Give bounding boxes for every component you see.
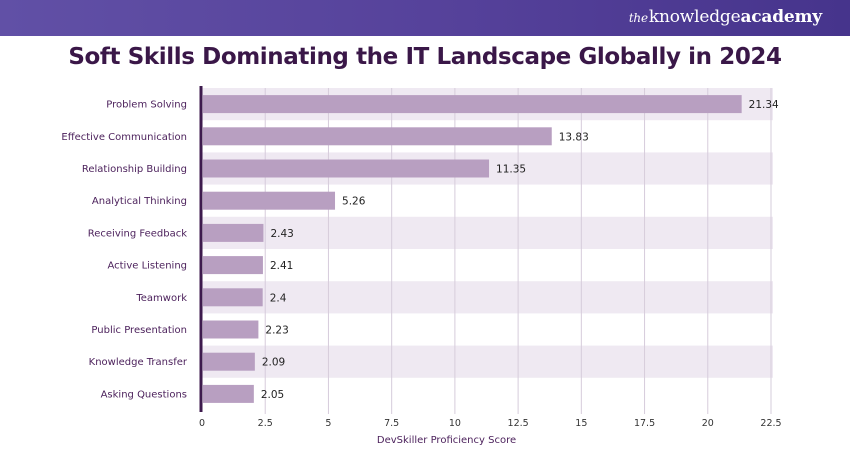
category-label: Analytical Thinking — [92, 196, 187, 207]
category-label: Teamwork — [135, 293, 187, 304]
value-label: 2.43 — [270, 228, 293, 240]
category-label: Active Listening — [107, 261, 187, 272]
brand-logo-knowledge: knowledge — [648, 7, 741, 27]
category-label: Knowledge Transfer — [89, 357, 188, 368]
value-label: 2.09 — [262, 357, 285, 369]
row-band — [202, 216, 773, 249]
bar — [203, 256, 263, 275]
bar — [203, 191, 336, 210]
brand-logo: theknowledgeacademy — [629, 7, 822, 27]
value-labels: 21.34 13.83 11.35 5.26 2.43 2.41 2.4 2.23 2.09 2.… — [261, 99, 779, 401]
category-labels: Problem Solving Effective Communication Re… — [61, 100, 188, 401]
x-tick-label: 15 — [575, 418, 587, 429]
bar — [203, 223, 264, 242]
category-label: Problem Solving — [106, 100, 187, 111]
category-label: Relationship Building — [82, 164, 187, 175]
x-tick-label: 10 — [449, 418, 461, 429]
x-tick-label: 22.5 — [760, 418, 781, 429]
value-label: 21.34 — [749, 99, 779, 111]
value-label: 5.26 — [342, 196, 366, 208]
x-tick-label: 12.5 — [508, 418, 529, 429]
value-label: 11.35 — [496, 164, 526, 176]
category-label: Public Presentation — [91, 325, 187, 336]
x-tick-label: 7.5 — [384, 418, 399, 429]
x-tick-label: 0 — [199, 418, 205, 429]
bar — [203, 127, 552, 146]
category-label: Effective Communication — [61, 132, 187, 143]
row-band — [202, 281, 773, 314]
bar — [203, 95, 742, 114]
category-label: Receiving Feedback — [88, 228, 187, 239]
x-tick-label: 2.5 — [258, 418, 273, 429]
category-label: Asking Questions — [101, 389, 187, 400]
header-bar: theknowledgeacademy — [0, 0, 850, 36]
bar — [203, 288, 263, 307]
bars — [203, 95, 742, 403]
x-tick-label: 5 — [325, 418, 331, 429]
bar — [203, 159, 490, 178]
bar — [203, 352, 255, 371]
x-tick-label: 17.5 — [634, 418, 655, 429]
value-label: 2.4 — [270, 292, 287, 304]
value-label: 2.05 — [261, 389, 284, 401]
bar — [203, 320, 259, 339]
brand-logo-the: the — [628, 11, 648, 25]
value-label: 13.83 — [559, 131, 589, 143]
x-tick-label: 20 — [702, 418, 714, 429]
value-label: 2.41 — [270, 260, 293, 272]
value-label: 2.23 — [265, 325, 288, 337]
x-axis-title: DevSkiller Proficiency Score — [377, 435, 516, 446]
x-tick-labels: 0 2.5 5 7.5 10 12.5 15 17.5 20 22.5 — [199, 418, 782, 429]
chart-title: Soft Skills Dominating the IT Landscape … — [68, 44, 782, 70]
row-band — [202, 345, 773, 378]
brand-logo-academy: academy — [740, 7, 822, 27]
bar — [203, 384, 254, 403]
